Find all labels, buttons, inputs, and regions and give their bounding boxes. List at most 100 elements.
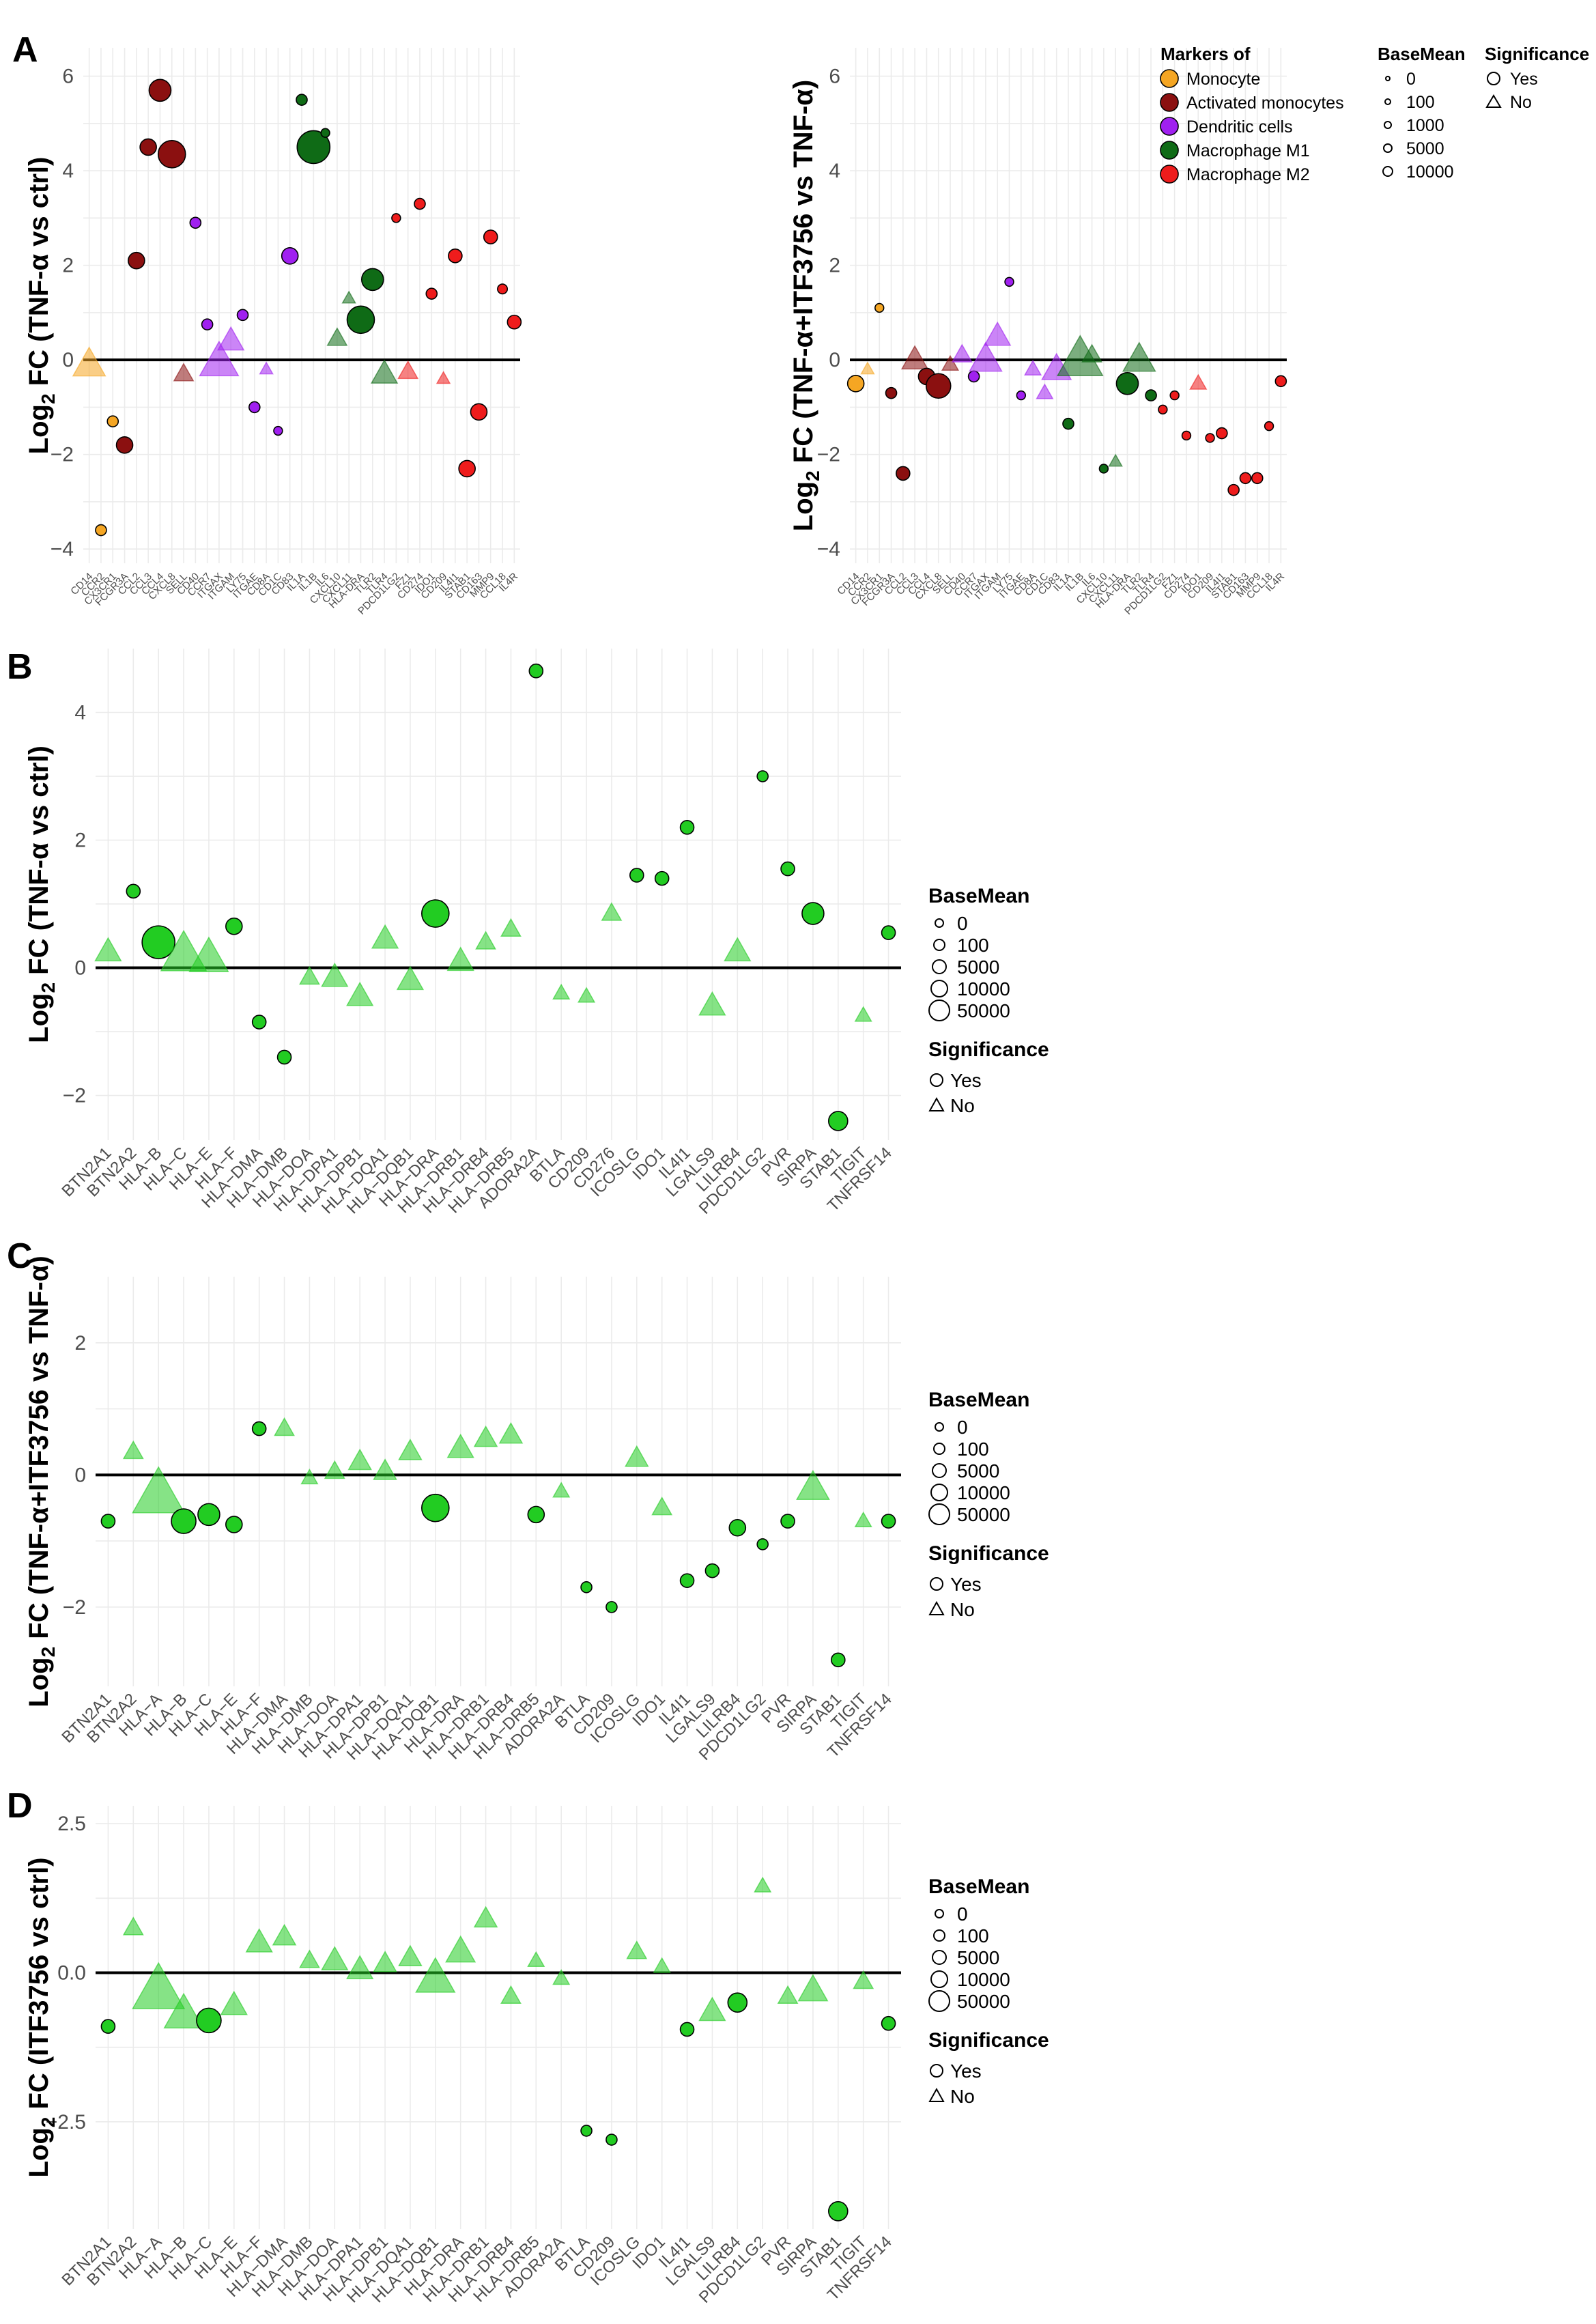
data-point-PVR (780, 1514, 795, 1529)
data-point-TNFRSF14 (881, 925, 896, 940)
legend-circle-yes (930, 1577, 943, 1591)
data-point-MMP9 (1251, 472, 1264, 485)
legend-size-swatch (1384, 121, 1392, 129)
data-point-BTLA (580, 1581, 593, 1593)
data-point-CX3CR1 (874, 302, 885, 313)
legend-swatch-Monocyte (1160, 69, 1179, 88)
data-point-BTN2A1 (100, 1514, 116, 1529)
y-axis-label-sub: 2 (38, 1647, 59, 1658)
data-point-FCGR3A (115, 436, 134, 454)
data-point-ADORA2A (528, 663, 544, 679)
data-point-IL4I1 (1216, 427, 1228, 440)
data-point-CD276 (601, 902, 623, 921)
data-point-HLA−DRB1 (446, 946, 474, 972)
data-point-IL4I1 (679, 1573, 695, 1588)
data-point-CD274 (414, 197, 426, 210)
data-point-CXCL10 (326, 327, 348, 346)
data-point-IL4I1 (448, 248, 463, 264)
data-point-CD163 (470, 403, 488, 421)
data-point-FZ1 (397, 360, 419, 380)
data-point-HLA−DMA (274, 1417, 295, 1436)
data-point-STAB1 (828, 1111, 849, 1131)
data-point-SIRPA (797, 1974, 829, 2002)
panel-label: D (7, 1786, 33, 1826)
legend-circle-yes (930, 1073, 943, 1087)
data-point-CD8A (1024, 359, 1042, 376)
data-point-CCR7 (967, 370, 980, 383)
y-axis-label-rest: FC (TNF-α+ITF3756 vs TNF-α) (24, 1256, 54, 1647)
data-point-CD14 (72, 346, 106, 377)
data-point-CCL18 (1264, 421, 1274, 431)
legend-swatch-Dendritic cells (1160, 117, 1179, 136)
data-point-IL6 (320, 128, 330, 138)
y-axis-label: Log2 FC (TNF-α+ITF3756 vs TNF-α) (24, 1256, 59, 1707)
y-axis-label: Log2 FC (TNF-α+ITF3756 vs TNF-α) (788, 80, 823, 531)
data-point-CD209 (605, 2134, 618, 2146)
y-axis-label-sub: 2 (38, 2117, 59, 2128)
data-point-LY75 (236, 309, 249, 322)
data-point-PDCD1LG2 (756, 770, 769, 782)
data-point-IDO1 (1189, 373, 1208, 390)
data-point-BTN2A2 (126, 883, 141, 899)
legend-size-swatch (935, 1422, 944, 1432)
data-point-SELL (173, 363, 195, 382)
legend-label-no: No (1510, 93, 1532, 112)
legend-label-Macrophage M2: Macrophage M2 (1186, 165, 1310, 184)
data-point-HLA-DRA (346, 305, 375, 335)
data-point-CXCL10 (1098, 464, 1109, 474)
data-point-HLA−DMA (272, 1923, 297, 1946)
data-point-HLA−DPB1 (373, 1951, 397, 1972)
data-point-LGALS9 (698, 1996, 726, 2022)
data-point-IDO1 (651, 1496, 673, 1516)
data-point-HLA−DRA (445, 1935, 476, 1963)
data-point-HLA−DQB1 (415, 1957, 456, 1993)
data-point-HLA−B (141, 925, 175, 959)
data-point-PVR (780, 861, 795, 877)
legend-size-swatch (930, 1484, 948, 1501)
legend-triangle-no (928, 1096, 945, 1111)
legend-triangle-no (1485, 94, 1502, 108)
y-axis-label-log: Log (24, 2127, 54, 2177)
legend-title-basemean: BaseMean (928, 885, 1029, 907)
data-point-ICOSLG (629, 868, 644, 883)
legend-size-label: 5000 (957, 1460, 999, 1482)
data-point-TNFRSF14 (881, 1514, 896, 1529)
data-point-CXCL11 (1108, 453, 1123, 467)
legend-swatch-Macrophage M2 (1160, 165, 1179, 184)
y-axis-label-log: Log (24, 1657, 54, 1707)
data-point-HLA−DRB5 (527, 1505, 545, 1524)
y-tick-label: −2.5 (46, 2111, 86, 2134)
legend-label-yes: Yes (1510, 70, 1538, 89)
data-point-HLA−DRA (421, 899, 450, 928)
data-point-HLA−DQA1 (371, 924, 399, 949)
data-point-LILRB4 (727, 1992, 748, 2013)
data-point-HLA−DMB (299, 1949, 320, 1968)
data-point-ITGAX (969, 341, 1003, 372)
legend-size-label: 100 (1406, 93, 1435, 112)
data-point-CXCL8 (157, 140, 186, 169)
y-tick-label: 0 (829, 349, 840, 371)
data-point-HLA−DRB4 (498, 1421, 524, 1444)
data-point-LILRB4 (724, 937, 752, 962)
data-point-CD1C (1036, 383, 1054, 399)
legend-size-swatch (933, 1929, 945, 1942)
y-axis-label: Log2 FC (TNF-α vs ctrl) (24, 746, 59, 1043)
y-tick-label: 0 (74, 957, 86, 980)
data-point-HLA−F (251, 1421, 267, 1436)
data-point-HLA−DQA1 (398, 1944, 423, 1966)
y-tick-label: 0.0 (57, 1962, 86, 1985)
legend-title-basemean: BaseMean (928, 1389, 1029, 1411)
y-tick-label: −4 (817, 538, 840, 561)
data-point-ICOSLG (625, 1445, 649, 1467)
data-point-HLA−F (245, 1928, 273, 1953)
data-point-CCR2 (860, 361, 875, 375)
y-axis-label-sub: 2 (802, 470, 823, 481)
data-point-HLA−DRA (446, 1433, 474, 1458)
y-axis-label-sub: 2 (38, 982, 59, 993)
data-point-CCR2 (95, 524, 107, 537)
data-point-BTLA (580, 2125, 593, 2137)
legend-size-label: 5000 (957, 956, 999, 978)
legend-title-basemean: BaseMean (1378, 44, 1466, 64)
